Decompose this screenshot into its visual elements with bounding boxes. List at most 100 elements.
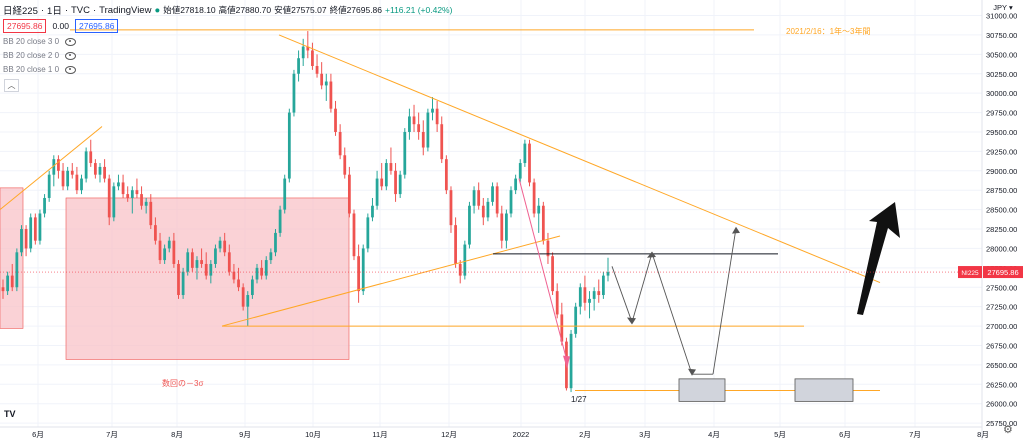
symbol-badge [958,266,982,279]
candle [546,232,550,264]
candle-body [592,291,596,299]
candle-body [177,263,180,296]
candle [444,155,448,195]
candle-body [311,50,314,66]
candle-body [301,46,305,59]
candle [458,260,462,284]
visibility-eye-icon[interactable] [65,51,77,60]
price-tick-label: 26250.00 [986,380,1017,389]
candle [555,283,559,319]
time-tick-label: 2022 [513,430,530,439]
candle [477,182,481,210]
candle [306,31,310,59]
indicator-row[interactable]: BB 20 close 2 0 [3,51,77,60]
uptrend-arrow [857,202,900,315]
candle-body [186,252,190,272]
candle [204,252,208,280]
candle [481,197,485,226]
visibility-eye-icon[interactable] [65,37,77,46]
candle [509,186,513,218]
time-tick-label: 3月 [639,430,651,439]
time-tick-label: 8月 [977,430,989,439]
time-tick-label: 6月 [839,430,851,439]
price-tick-label: 29750.00 [986,109,1017,118]
candle-body [417,124,421,132]
price-tick-label: 25750.00 [986,419,1017,428]
candle [66,166,70,191]
settings-gear-icon[interactable]: ⚙ [1003,424,1013,436]
candle-body [440,124,444,160]
collapse-legend-icon[interactable]: ︿ [4,79,19,92]
status-dot: ● [154,4,161,16]
candle-body [61,170,65,187]
indicator-row[interactable]: BB 20 close 3 0 [3,37,77,46]
candle-body [269,252,273,261]
price-tick-label: 27500.00 [986,283,1017,292]
candle [514,174,518,195]
indicator-row[interactable]: BB 20 close 1 0 [3,65,77,74]
candle-body [29,217,33,249]
candle-body [93,163,97,175]
price-tick-label: 26750.00 [986,341,1017,350]
candle [403,128,407,179]
candle [532,178,536,218]
visibility-eye-icon[interactable] [65,65,77,74]
candle-body [287,112,291,179]
candle [158,232,162,264]
candle [343,147,347,179]
symbol-label[interactable]: 日経225 [3,6,38,17]
sell-button[interactable]: 27695.86 [3,19,47,33]
candle-body [274,232,277,253]
candle [417,112,421,140]
candle [103,159,106,183]
interval-label[interactable]: 1日 [47,6,62,17]
candle [449,186,453,233]
candle [380,163,384,191]
candle-body [569,333,573,389]
candle [260,260,264,280]
candle-body [10,275,14,288]
candle [583,275,587,311]
candle [84,147,88,183]
scenario-path-line [712,228,737,375]
candle-body [204,263,208,276]
candle-body [486,201,490,218]
platform-label: TradingView [99,4,152,16]
candle [454,217,457,268]
candle [255,263,259,284]
candle [186,248,190,276]
candle-body [278,209,282,233]
candle-body [209,263,213,276]
candle-body [130,190,134,198]
candle [297,50,300,82]
decline-arrowhead [563,355,570,369]
candle [301,38,305,66]
candle [232,263,236,284]
candle [177,260,180,299]
candle [408,108,411,140]
candle [89,139,93,167]
candle [237,267,240,292]
candle [574,302,578,338]
buy-button[interactable]: 27695.86 [75,19,119,33]
candle-body [292,73,296,113]
candle [528,139,531,187]
price-tick-label: 30750.00 [986,31,1017,40]
price-axis: JPY ▾31000.00 30750.00 30500.00 30250.00 300… [958,0,1024,440]
indicator-label: BB 20 close 3 0 [3,37,60,46]
candle-body [200,260,203,264]
candle [597,279,601,303]
current-price-badge [983,266,1023,279]
candle [163,244,167,264]
candle [218,236,222,253]
candle-body [509,190,513,214]
candle-body [135,190,139,195]
candle [278,205,282,237]
candle-body [588,298,591,303]
candle-body [218,240,222,249]
descending-trendline [278,34,881,284]
candle [352,209,356,261]
candle-body [366,217,370,249]
support-trendline [221,235,561,327]
